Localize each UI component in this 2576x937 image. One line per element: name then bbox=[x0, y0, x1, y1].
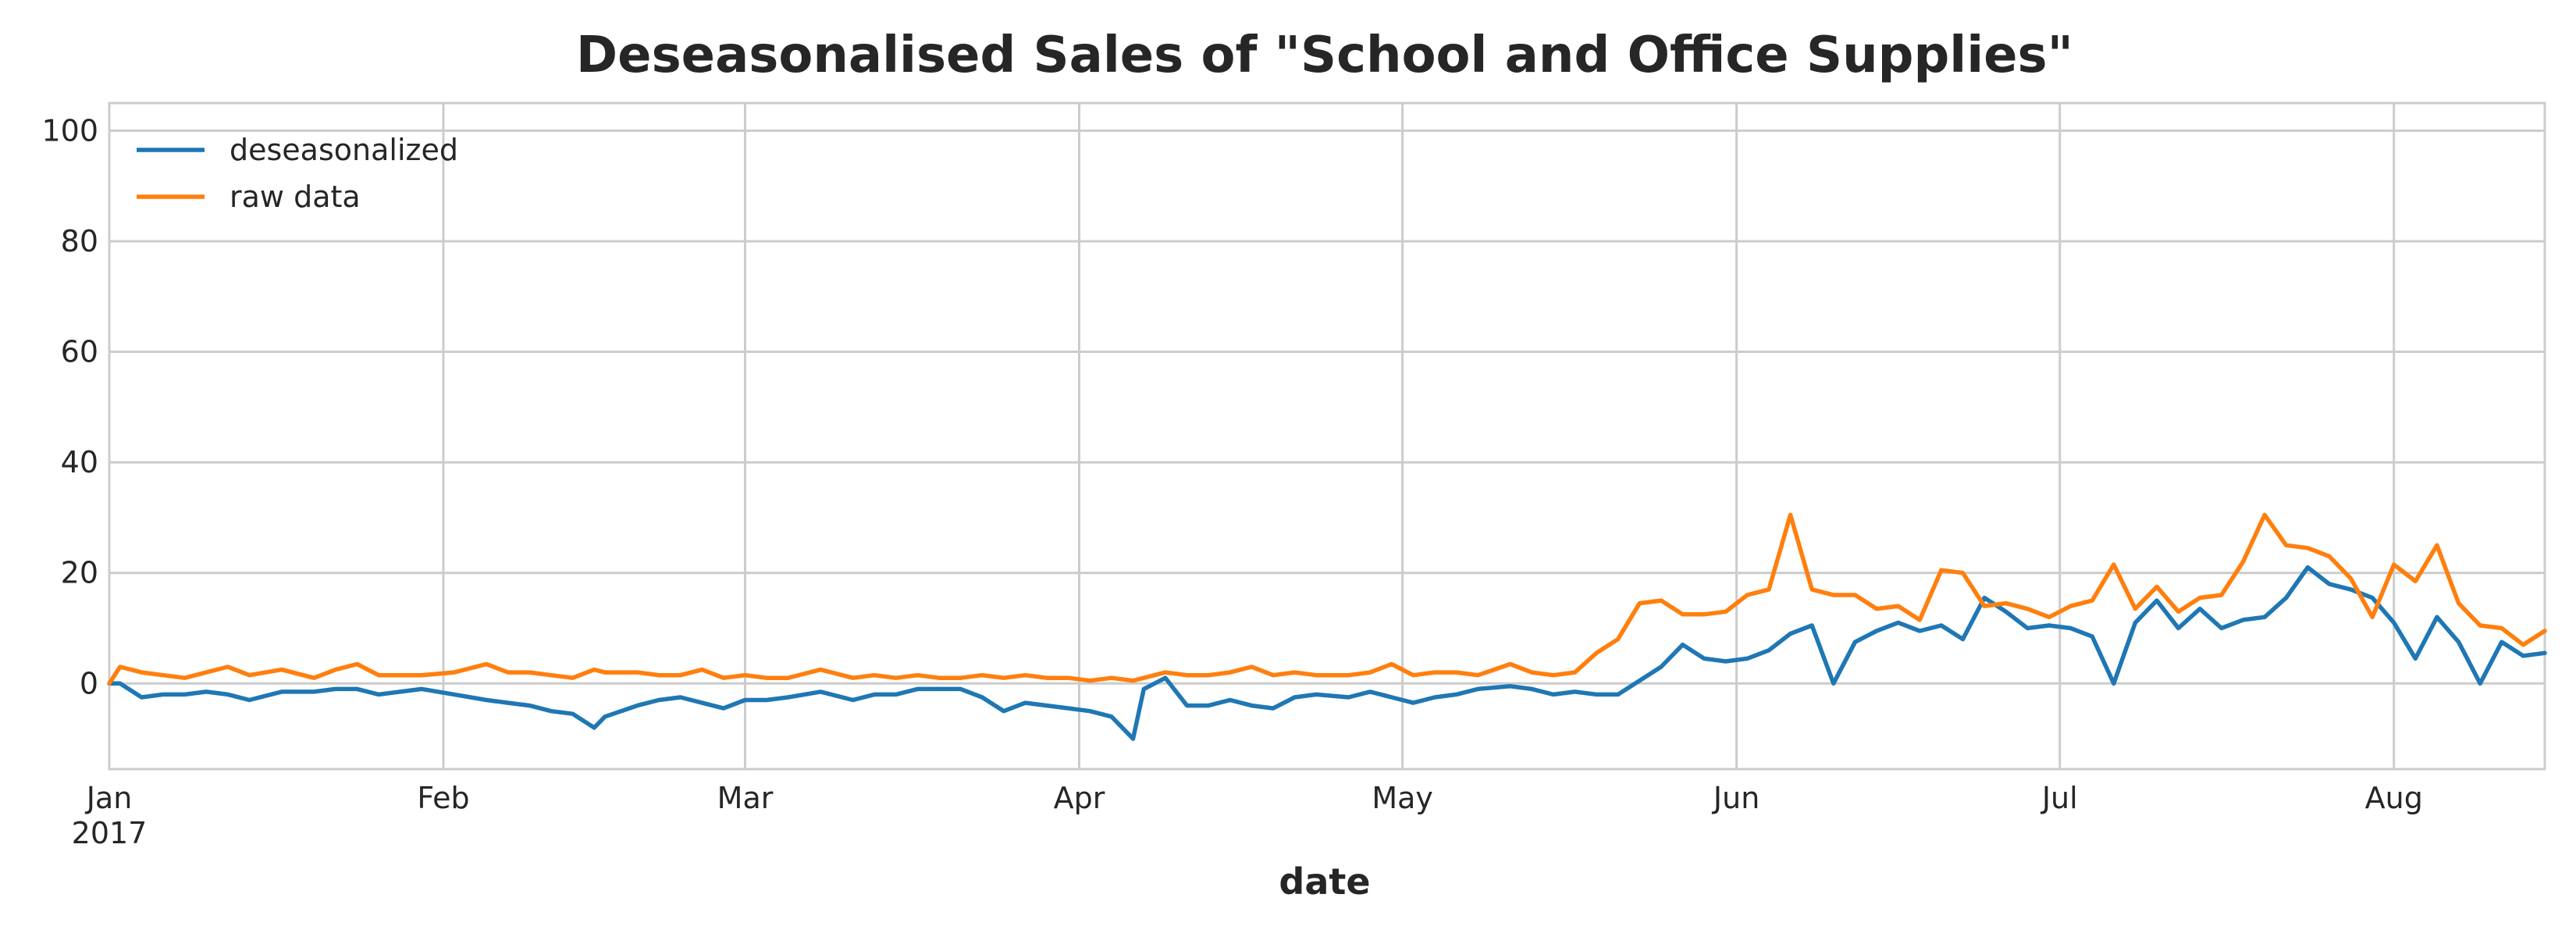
x-tick-label: Jan bbox=[85, 781, 133, 815]
x-tick-label: Feb bbox=[417, 781, 469, 815]
series-line-deseasonalized bbox=[107, 565, 2547, 741]
chart-title: Deseasonalised Sales of "School and Offi… bbox=[576, 27, 2073, 84]
x-tick-label: Jul bbox=[2041, 781, 2078, 815]
y-tick-label: 60 bbox=[61, 335, 98, 369]
y-tick-label: 20 bbox=[61, 556, 98, 590]
legend-label: raw data bbox=[229, 180, 361, 214]
legend: deseasonalized raw data bbox=[137, 133, 458, 214]
y-axis: 0 20 40 60 80 100 bbox=[41, 113, 98, 700]
series-layer bbox=[107, 512, 2547, 741]
x-tick-label: Apr bbox=[1054, 781, 1105, 815]
y-tick-label: 40 bbox=[61, 445, 98, 479]
x-tick-year-label: 2017 bbox=[72, 816, 148, 850]
series-line-raw-data bbox=[107, 512, 2547, 686]
legend-label: deseasonalized bbox=[229, 133, 458, 167]
x-tick-label: May bbox=[1372, 781, 1433, 815]
y-tick-label: 100 bbox=[41, 113, 98, 148]
x-tick-label: Mar bbox=[717, 781, 774, 815]
x-axis-label: date bbox=[1279, 860, 1370, 903]
x-tick-label: Aug bbox=[2365, 781, 2423, 815]
grid bbox=[109, 103, 2545, 769]
y-tick-label: 0 bbox=[80, 666, 98, 700]
y-tick-label: 80 bbox=[61, 224, 98, 258]
x-tick-label: Jun bbox=[1712, 781, 1759, 815]
plot-frame bbox=[108, 102, 2546, 771]
